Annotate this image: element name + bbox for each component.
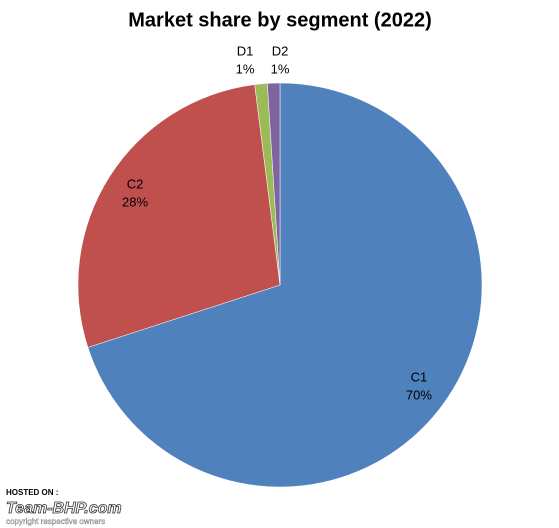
chart-title: Market share by segment (2022)	[128, 9, 431, 31]
slice-category-label: C2	[127, 176, 144, 191]
slice-value-label: 1%	[271, 61, 290, 76]
watermark-hosted: HOSTED ON :	[6, 488, 58, 497]
slice-value-label: 70%	[406, 387, 432, 402]
pie-slice	[87, 82, 483, 488]
watermark-site: Team-BHP.com	[6, 500, 122, 517]
slice-value-label: 1%	[236, 61, 255, 76]
pie-slice	[77, 84, 281, 348]
slice-category-label: C1	[411, 369, 428, 384]
watermark-copyright: copyright respective owners	[6, 517, 105, 526]
slice-value-label: 28%	[122, 194, 148, 209]
slice-category-label: D1	[237, 43, 254, 58]
pie-slice	[267, 82, 281, 286]
slice-category-label: D2	[272, 43, 289, 58]
watermark: HOSTED ON : Team-BHP.com copyright respe…	[6, 488, 122, 526]
